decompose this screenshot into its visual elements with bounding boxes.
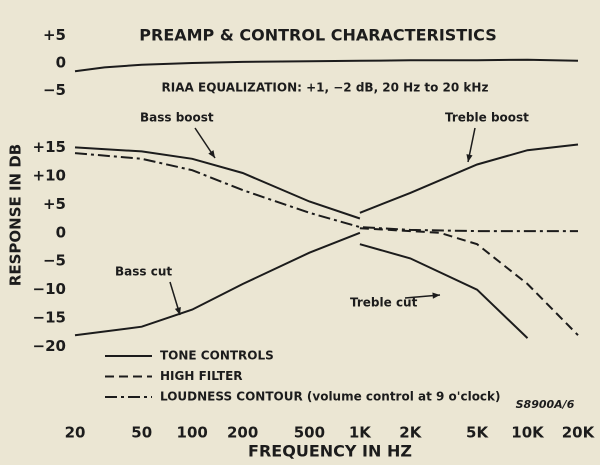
x-tick-label: 20K (562, 424, 596, 442)
x-tick-label: 200 (227, 424, 258, 442)
curve-label: Treble cut (350, 296, 418, 310)
annotation: RIAA EQUALIZATION: +1, −2 dB, 20 Hz to 2… (162, 81, 489, 95)
curve-label: Bass cut (115, 265, 172, 279)
arrow-head (174, 307, 181, 315)
chart-title: PREAMP & CONTROL CHARACTERISTICS (139, 26, 496, 45)
arrow-head (432, 292, 440, 299)
y-axis-label: RESPONSE IN DB (7, 144, 25, 286)
x-tick-label: 5K (466, 424, 489, 442)
y-tick-label: −5 (43, 252, 66, 270)
x-axis-label: FREQUENCY IN HZ (248, 442, 412, 461)
y-tick-label: 0 (56, 223, 66, 241)
y-tick-label: +10 (33, 166, 66, 184)
y-tick-label: +5 (43, 26, 66, 44)
y-tick-label: 0 (56, 54, 66, 72)
y-tick-label: −15 (33, 309, 66, 327)
legend-label: TONE CONTROLS (160, 349, 274, 363)
legend-label: LOUDNESS CONTOUR (volume control at 9 o'… (160, 390, 501, 404)
x-tick-label: 20 (65, 424, 86, 442)
x-tick-label: 500 (294, 424, 325, 442)
x-tick-label: 2K (399, 424, 422, 442)
curve (359, 243, 529, 339)
curve-label: Bass boost (140, 111, 214, 125)
x-tick-label: 10K (511, 424, 545, 442)
arrow-head (208, 150, 215, 158)
curve (74, 231, 361, 337)
y-tick-label: +5 (43, 195, 66, 213)
y-tick-label: +15 (33, 138, 66, 156)
x-tick-label: 1K (349, 424, 372, 442)
curve (359, 143, 579, 214)
curve-label: Treble boost (445, 111, 529, 125)
curve (74, 58, 579, 73)
y-tick-label: −5 (43, 81, 66, 99)
curve (74, 146, 361, 220)
legend-label: HIGH FILTER (160, 369, 243, 383)
x-tick-label: 100 (177, 424, 208, 442)
curve (359, 227, 579, 336)
y-tick-label: −20 (33, 337, 66, 355)
curve (74, 152, 578, 233)
figure-code: S8900A/6 (516, 398, 575, 411)
arrow-head (466, 154, 473, 162)
y-tick-label: −10 (33, 280, 66, 298)
x-tick-label: 50 (131, 424, 152, 442)
